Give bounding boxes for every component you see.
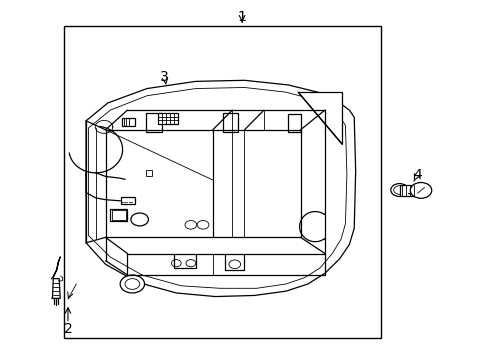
Text: 3: 3 bbox=[160, 70, 168, 84]
Circle shape bbox=[131, 213, 148, 226]
Bar bbox=[110, 209, 127, 221]
Polygon shape bbox=[298, 92, 341, 144]
Bar bbox=[288, 114, 300, 132]
Circle shape bbox=[393, 186, 405, 194]
Polygon shape bbox=[52, 257, 60, 279]
Text: 4: 4 bbox=[412, 168, 421, 182]
Text: 1: 1 bbox=[237, 10, 246, 24]
Polygon shape bbox=[86, 80, 355, 297]
Bar bbox=[64, 26, 380, 338]
Bar bbox=[112, 210, 125, 220]
Circle shape bbox=[125, 279, 140, 289]
Bar bbox=[158, 113, 177, 125]
Bar bbox=[222, 113, 238, 132]
Circle shape bbox=[184, 221, 196, 229]
Bar bbox=[122, 118, 135, 126]
Circle shape bbox=[120, 275, 144, 293]
Bar bbox=[146, 113, 161, 132]
Text: 2: 2 bbox=[63, 322, 72, 336]
Circle shape bbox=[171, 260, 181, 267]
Bar bbox=[121, 197, 135, 204]
Bar bbox=[399, 185, 418, 196]
Circle shape bbox=[390, 184, 407, 197]
Circle shape bbox=[185, 260, 195, 267]
Circle shape bbox=[409, 183, 431, 198]
Circle shape bbox=[197, 221, 208, 229]
Polygon shape bbox=[52, 279, 60, 298]
Circle shape bbox=[228, 260, 240, 269]
Bar bbox=[146, 170, 152, 176]
